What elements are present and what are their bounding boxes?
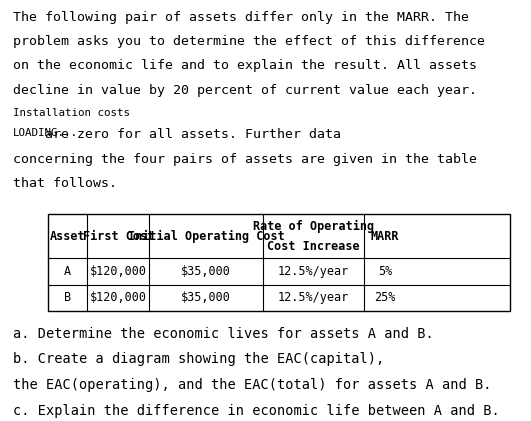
Text: $35,000: $35,000 — [181, 291, 231, 304]
Text: First Cost: First Cost — [83, 230, 154, 243]
Text: Initial Operating Cost: Initial Operating Cost — [127, 230, 285, 243]
Text: LOADING...: LOADING... — [13, 128, 78, 139]
Text: $35,000: $35,000 — [181, 265, 231, 278]
Text: that follows.: that follows. — [13, 177, 117, 190]
Text: b. Create a diagram showing the EAC(capital),: b. Create a diagram showing the EAC(capi… — [13, 352, 384, 366]
Text: Installation costs: Installation costs — [13, 108, 130, 118]
Text: 5%: 5% — [378, 265, 392, 278]
Text: B: B — [64, 291, 71, 304]
Text: The following pair of assets differ only in the MARR. The: The following pair of assets differ only… — [13, 11, 469, 24]
Text: 12.5%/year: 12.5%/year — [278, 291, 349, 304]
Bar — [48, 214, 510, 311]
Text: problem asks you to determine the effect of this difference: problem asks you to determine the effect… — [13, 35, 485, 48]
Text: Asset: Asset — [49, 230, 85, 243]
Text: $120,000: $120,000 — [90, 291, 147, 304]
Text: Rate of Operating: Rate of Operating — [253, 220, 374, 233]
Text: concerning the four pairs of assets are given in the table: concerning the four pairs of assets are … — [13, 153, 477, 166]
Text: a. Determine the economic lives for assets A and B.: a. Determine the economic lives for asse… — [13, 327, 434, 341]
Text: are zero for all assets. Further data: are zero for all assets. Further data — [13, 128, 341, 141]
Text: $120,000: $120,000 — [90, 265, 147, 278]
Text: the EAC(operating), and the EAC(total) for assets A and B.: the EAC(operating), and the EAC(total) f… — [13, 378, 492, 392]
Text: decline in value by 20 percent of current value each year.: decline in value by 20 percent of curren… — [13, 84, 477, 97]
Text: MARR: MARR — [371, 230, 399, 243]
Text: 25%: 25% — [374, 291, 396, 304]
Text: on the economic life and to explain the result. All assets: on the economic life and to explain the … — [13, 59, 477, 72]
Text: Cost Increase: Cost Increase — [267, 240, 359, 253]
Text: 12.5%/year: 12.5%/year — [278, 265, 349, 278]
Text: c. Explain the difference in economic life between A and B.: c. Explain the difference in economic li… — [13, 404, 500, 418]
Text: A: A — [64, 265, 71, 278]
